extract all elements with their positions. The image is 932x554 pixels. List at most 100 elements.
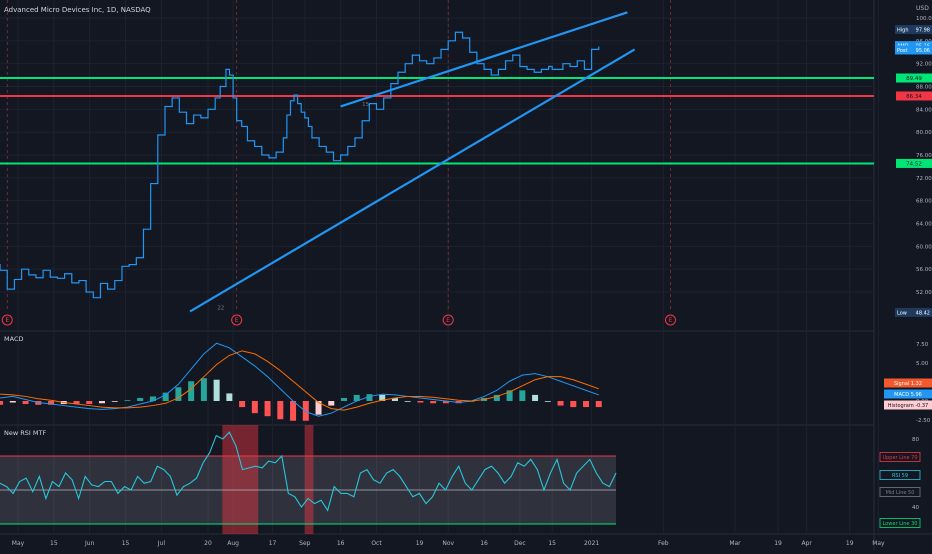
- macd-histogram-bar: [341, 397, 348, 401]
- trend-annotation: 15: [362, 102, 369, 108]
- macd-histogram-bar: [124, 400, 131, 402]
- macd-y-tick: 7.50: [916, 342, 929, 348]
- macd-histogram-bar: [48, 401, 55, 405]
- macd-histogram-bar: [239, 401, 246, 408]
- macd-histogram-bar: [73, 401, 80, 405]
- y-tick-label: 92.00: [916, 62, 932, 68]
- macd-line: [0, 342, 599, 417]
- level-badge-label: 89.49: [906, 76, 922, 82]
- x-tick-label: May: [872, 540, 885, 547]
- x-tick-label: 2021: [584, 540, 599, 547]
- y-tick-label: 100.00: [916, 16, 932, 22]
- price-line: [0, 31, 600, 299]
- x-tick-label: 19: [846, 540, 854, 547]
- rsi-legend-label: Upper Line 70: [882, 455, 917, 461]
- earnings-marker: [442, 314, 454, 326]
- price-pane: E E E E 22 15: [0, 0, 874, 326]
- currency-label: USD: [916, 5, 929, 12]
- chart-title: Advanced Micro Devices Inc, 1D, NASDAQ: [4, 6, 151, 14]
- macd-histogram-bar: [188, 381, 195, 401]
- rsi-legend-label: Mid Line 50: [886, 490, 915, 496]
- y-tick-label: 72.00: [916, 176, 932, 182]
- x-tick-label: Jun: [84, 540, 95, 547]
- x-tick-label: 15: [50, 540, 58, 547]
- macd-histogram-bar: [137, 397, 144, 401]
- earnings-label: E: [669, 317, 673, 324]
- macd-legend-label: MACD 5.96: [894, 392, 922, 398]
- rsi-legend-badge: [879, 518, 921, 528]
- macd-histogram-bar: [442, 401, 449, 404]
- macd-histogram-bar: [9, 401, 16, 403]
- price-badge: [895, 45, 932, 55]
- macd-histogram-bar: [379, 394, 386, 401]
- x-tick-label: Apr: [802, 540, 813, 547]
- macd-histogram-bar: [570, 401, 577, 408]
- y-tick-label: 56.00: [916, 267, 932, 273]
- macd-histogram-bar: [595, 401, 602, 408]
- level-badge: [896, 91, 932, 101]
- x-tick-label: Dec: [514, 540, 526, 547]
- x-tick-label: 17: [269, 540, 277, 547]
- macd-histogram-bar: [417, 401, 424, 403]
- macd-histogram-bar: [149, 396, 156, 401]
- rsi-line: [0, 431, 617, 512]
- macd-histogram-bar: [493, 394, 500, 401]
- earnings-marker: [231, 314, 243, 326]
- macd-legend-badge: [884, 378, 932, 388]
- macd-histogram-bar: [200, 378, 207, 401]
- price-badge-value: 48.42: [916, 310, 930, 316]
- x-tick-label: 16: [480, 540, 488, 547]
- macd-histogram-bar: [213, 379, 220, 401]
- x-tick-label: 19: [774, 540, 782, 547]
- x-tick-label: Mar: [729, 540, 741, 547]
- rsi-legend-label: Lower Line 30: [883, 521, 918, 527]
- x-tick-label: Feb: [658, 540, 669, 547]
- macd-y-tick: -2.50: [916, 418, 931, 424]
- macd-histogram-bar: [277, 401, 284, 420]
- macd-histogram-bar: [226, 393, 233, 401]
- trendline: [189, 48, 636, 313]
- price-badge-label: Post: [897, 48, 908, 54]
- macd-histogram-bar: [290, 401, 297, 421]
- y-tick-label: 88.00: [916, 85, 932, 91]
- x-tick-label: 19: [416, 540, 424, 547]
- x-tick-label: Nov: [442, 540, 454, 547]
- macd-histogram-bar: [251, 401, 258, 414]
- earnings-label: E: [446, 317, 450, 324]
- macd-y-tick: 5.00: [916, 361, 929, 367]
- price-badge-label: Low: [897, 310, 907, 316]
- rsi-y-tick: 80: [912, 437, 919, 443]
- earnings-label: E: [235, 317, 239, 324]
- price-badge: [895, 25, 932, 35]
- overbought-highlight: [222, 425, 259, 534]
- overbought-highlight: [304, 425, 314, 534]
- price-badge-value: 97.98: [916, 28, 930, 34]
- macd-histogram-bar: [0, 401, 4, 405]
- price-badge: [895, 307, 932, 317]
- rsi-legend-badge: [879, 487, 921, 497]
- x-tick-label: 20: [204, 540, 212, 547]
- y-tick-label: 52.00: [916, 290, 932, 296]
- y-tick-label: 68.00: [916, 199, 932, 205]
- macd-histogram-bar: [532, 394, 539, 401]
- macd-title: MACD: [4, 335, 23, 343]
- x-tick-label: 16: [337, 540, 345, 547]
- rsi-legend-badge: [879, 470, 921, 480]
- macd-histogram-bar: [557, 401, 564, 406]
- x-tick-label: Sep: [299, 540, 311, 547]
- macd-legend-label: Histogram -0.37: [888, 403, 928, 409]
- macd-histogram-bar: [302, 401, 309, 421]
- macd-histogram-bar: [22, 401, 29, 405]
- macd-histogram-bar: [162, 392, 169, 401]
- macd-histogram-bar: [264, 401, 271, 417]
- y-tick-label: 84.00: [916, 107, 932, 113]
- y-tick-label: 80.00: [916, 130, 932, 136]
- macd-histogram-bar: [404, 401, 411, 402]
- macd-pane: [0, 342, 602, 421]
- macd-legend-badge: [884, 400, 932, 410]
- macd-histogram-bar: [86, 401, 93, 405]
- earnings-marker: [1, 314, 13, 326]
- rsi-title: New RSI MTF: [4, 429, 46, 437]
